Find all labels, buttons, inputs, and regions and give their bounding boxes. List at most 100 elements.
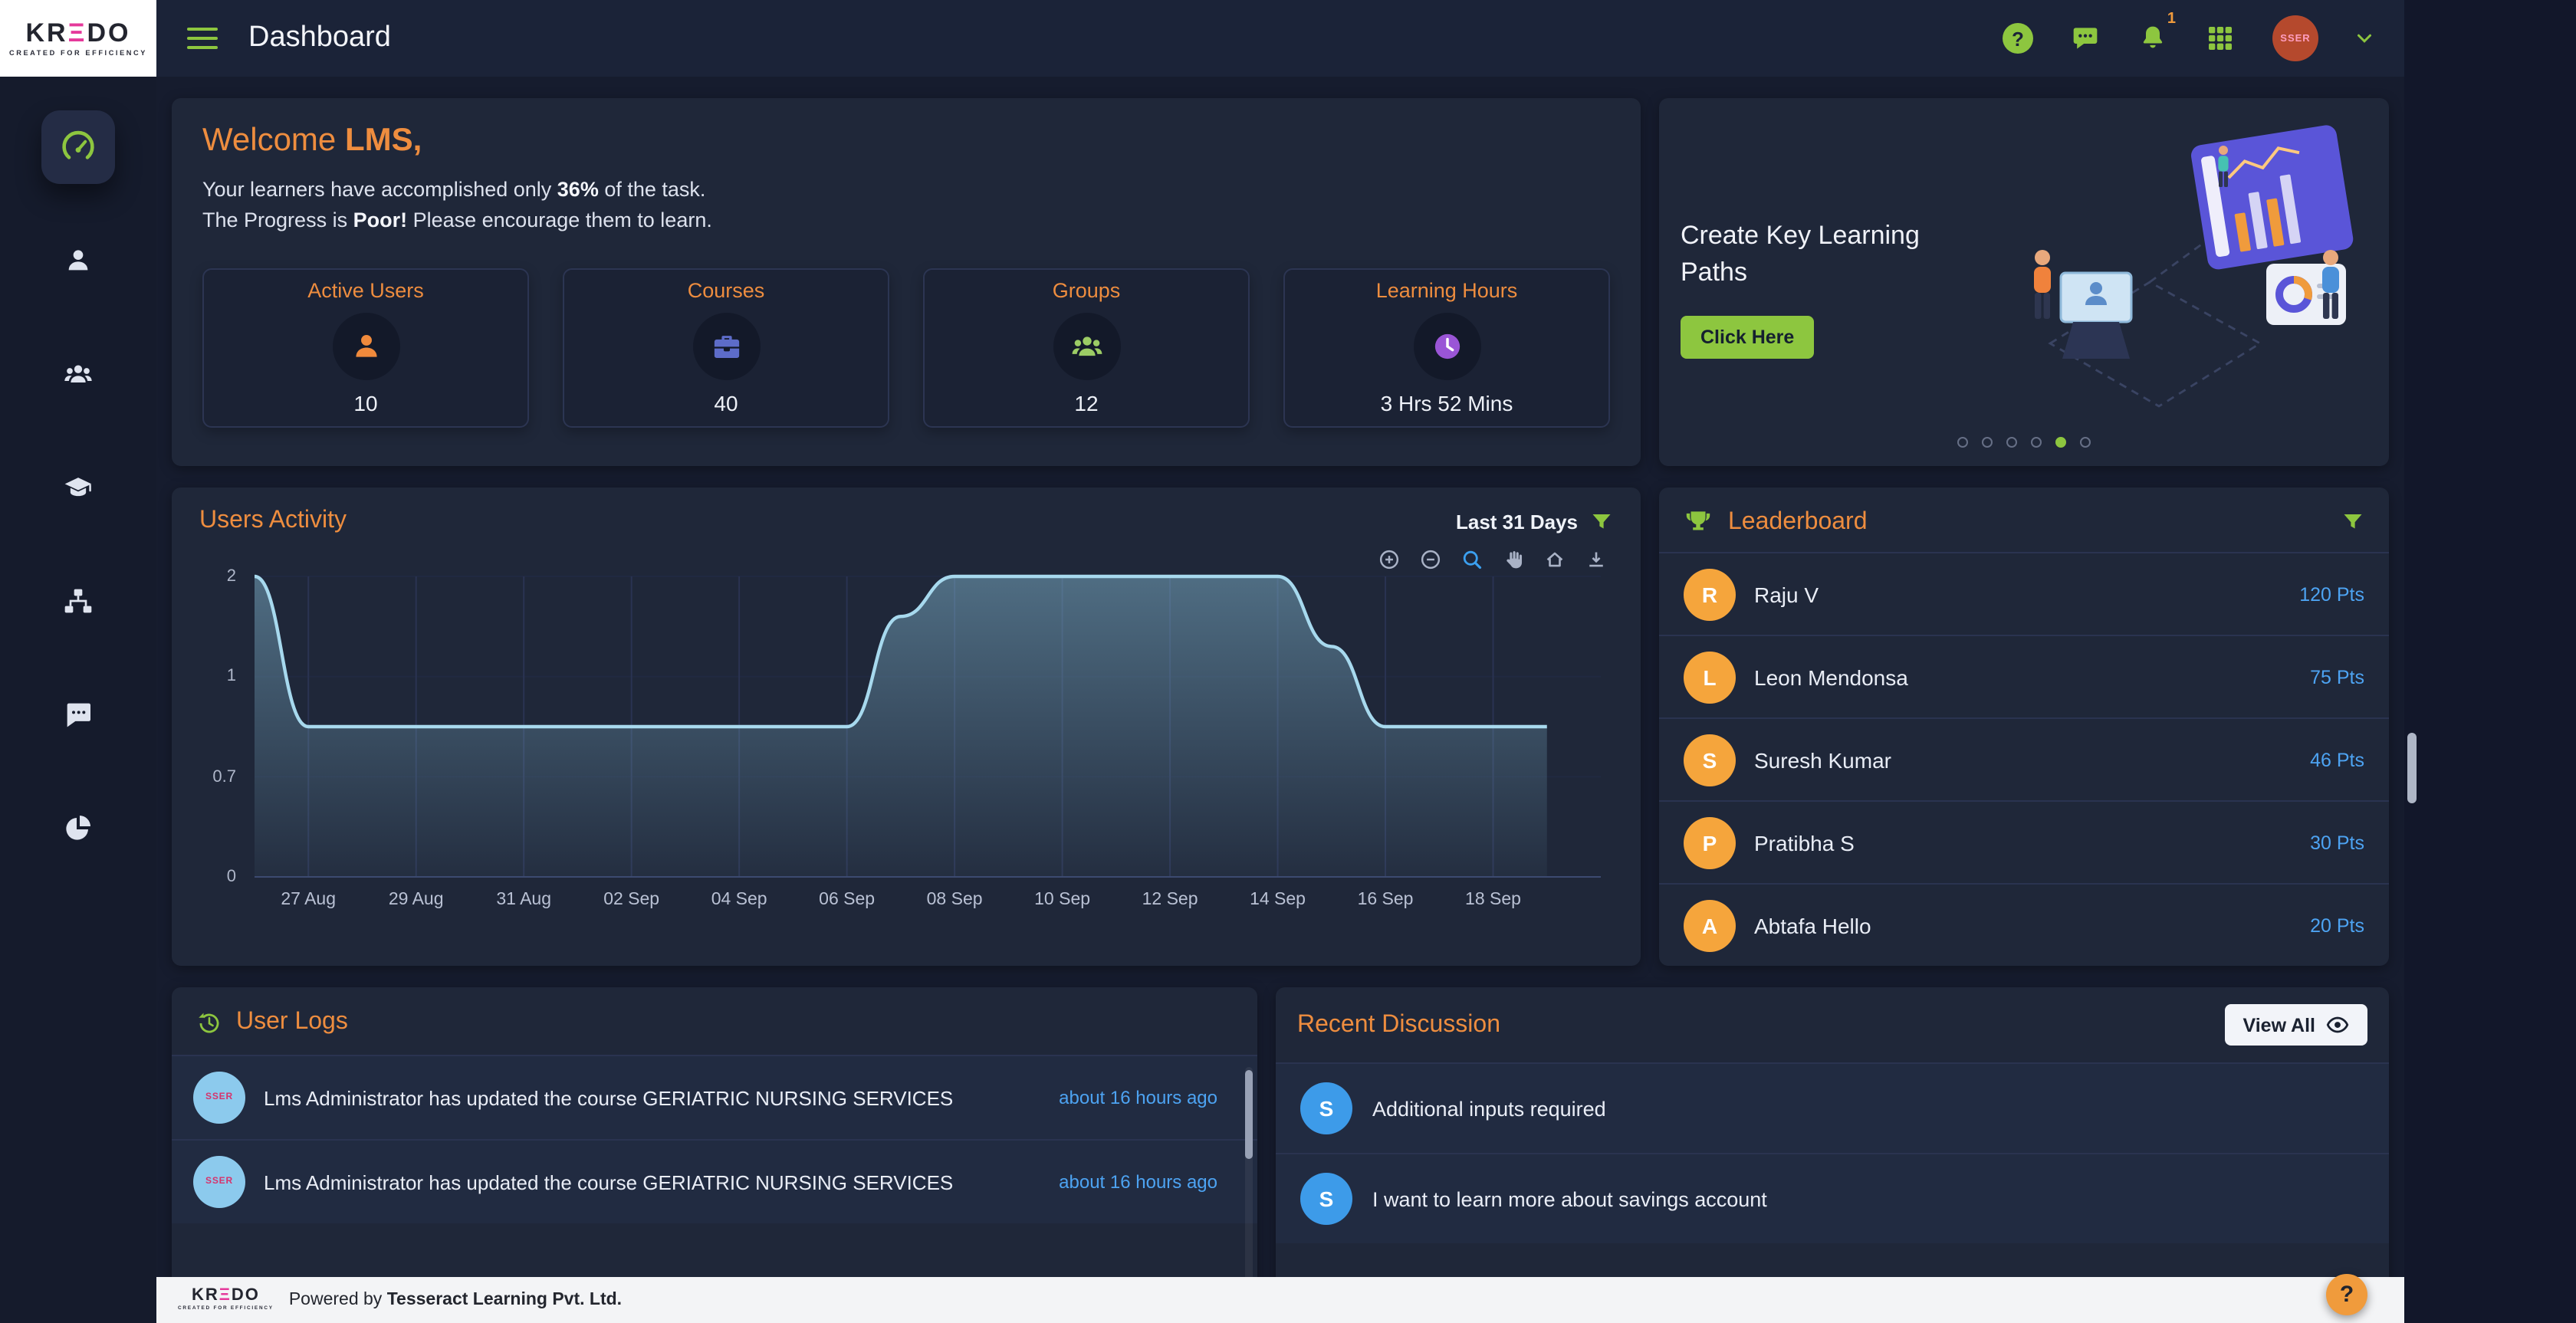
help-fab-button[interactable]: ? <box>2326 1274 2367 1315</box>
messages-icon[interactable] <box>2070 23 2101 54</box>
carousel-dot-1[interactable] <box>1982 437 1993 448</box>
sidebar-item-dashboard[interactable] <box>41 110 115 184</box>
stat-label: Learning Hours <box>1375 279 1518 302</box>
welcome-line2-pre: The Progress is <box>202 208 353 232</box>
carousel-dots <box>1957 437 2091 448</box>
log-text: Lms Administrator has updated the course… <box>264 1170 954 1193</box>
notifications-bell-icon[interactable]: 1 <box>2137 11 2176 54</box>
sidebar-item-discussions[interactable] <box>0 658 156 771</box>
leaderboard-row[interactable]: P Pratibha S 30 Pts <box>1659 800 2389 883</box>
zoom-out-icon[interactable] <box>1420 549 1441 570</box>
sidebar-item-hierarchy[interactable] <box>0 544 156 658</box>
user-avatar[interactable]: SSER <box>2272 15 2318 61</box>
leaderboard-row[interactable]: R Raju V 120 Pts <box>1659 552 2389 635</box>
selection-zoom-icon[interactable] <box>1461 549 1483 570</box>
welcome-title-name: LMS, <box>344 123 422 158</box>
footer: KRΞDO CREATED FOR EFFICIENCY Powered by … <box>156 1277 2404 1323</box>
stat-card-learning-hours[interactable]: Learning Hours 3 Hrs 52 Mins <box>1283 268 1610 427</box>
carousel-dot-3[interactable] <box>2031 437 2042 448</box>
logo-do: DO <box>87 18 131 48</box>
home-icon[interactable] <box>1544 549 1566 570</box>
sidebar-item-courses[interactable] <box>0 431 156 544</box>
stat-value: 40 <box>714 391 738 415</box>
click-here-button[interactable]: Click Here <box>1681 315 1815 359</box>
pan-hand-icon[interactable] <box>1503 549 1524 570</box>
apps-grid-icon[interactable] <box>2205 23 2236 54</box>
user-logs-card: User Logs SSER Lms Administrator has upd… <box>172 987 1257 1323</box>
leaderboard-row[interactable]: S Suresh Kumar 46 Pts <box>1659 717 2389 800</box>
help-icon[interactable]: ? <box>2003 23 2033 54</box>
x-axis-labels: 27 Aug 29 Aug 31 Aug 02 Sep 04 Sep 06 Sep 08 S… <box>255 877 1601 920</box>
discussion-row[interactable]: S I want to learn more about savings acc… <box>1276 1153 2389 1243</box>
stat-card-groups[interactable]: Groups 12 <box>923 268 1250 427</box>
avatar-text: SSER <box>205 1093 233 1102</box>
avatar: L <box>1684 651 1736 703</box>
leaderboard-name: Suresh Kumar <box>1754 747 1891 772</box>
x-tick-label: 02 Sep <box>603 891 660 909</box>
log-timestamp: about 16 hours ago <box>1059 1087 1217 1108</box>
x-tick-label: 18 Sep <box>1465 891 1521 909</box>
x-tick-label: 04 Sep <box>711 891 767 909</box>
leaderboard-points: 120 Pts <box>2299 583 2364 605</box>
discussion-row[interactable]: S Additional inputs required <box>1276 1062 2389 1153</box>
leaderboard-name: Raju V <box>1754 582 1819 606</box>
person-icon <box>68 250 88 271</box>
powered-by-prefix: Powered by <box>288 1291 387 1309</box>
sidebar-item-groups[interactable] <box>0 317 156 431</box>
welcome-title: Welcome LMS, <box>202 123 1610 159</box>
users-activity-card: Users Activity Last 31 Days <box>172 488 1641 966</box>
view-all-button[interactable]: View All <box>2224 1004 2367 1046</box>
x-tick-label: 12 Sep <box>1142 891 1198 909</box>
topbar-actions: ? 1 SSER <box>2003 11 2374 61</box>
menu-toggle-icon[interactable] <box>187 27 218 50</box>
leaderboard-points: 30 Pts <box>2310 832 2364 853</box>
welcome-line2-post: Please encourage them to learn. <box>407 208 712 232</box>
carousel-dot-5[interactable] <box>2080 437 2091 448</box>
carousel-dot-2[interactable] <box>2006 437 2017 448</box>
avatar: SSER <box>193 1072 245 1124</box>
avatar: SSER <box>193 1156 245 1208</box>
leaderboard-name: Pratibha S <box>1754 830 1855 855</box>
stat-label: Active Users <box>307 279 424 302</box>
gauge-icon <box>62 130 94 159</box>
profile-chevron-down-icon[interactable] <box>2355 29 2374 48</box>
leaderboard-card: Leaderboard R Raju V 120 Pts L <box>1659 488 2389 966</box>
leaderboard-filter-icon[interactable] <box>2341 510 2364 533</box>
date-range-label: Last 31 Days <box>1456 510 1578 533</box>
x-tick-label: 06 Sep <box>819 891 876 909</box>
leaderboard-points: 75 Pts <box>2310 666 2364 688</box>
avatar: A <box>1684 899 1736 951</box>
page-scrollbar-thumb[interactable] <box>2407 733 2417 803</box>
leaderboard-row[interactable]: L Leon Mendonsa 75 Pts <box>1659 635 2389 717</box>
chat-square-icon <box>67 703 90 727</box>
app-window: Dashboard ? 1 SSER <box>156 0 2404 1323</box>
stat-card-courses[interactable]: Courses 40 <box>563 268 889 427</box>
sidebar-item-profile[interactable] <box>0 204 156 317</box>
logs-scrollbar-thumb[interactable] <box>1245 1070 1253 1159</box>
log-row: SSER Lms Administrator has updated the c… <box>172 1055 1257 1139</box>
recent-discussion-card: Recent Discussion View All S Additional … <box>1276 987 2389 1323</box>
logo-e: Ξ <box>67 18 87 48</box>
history-icon <box>196 1009 222 1036</box>
stat-card-active-users[interactable]: Active Users 10 <box>202 268 529 427</box>
sidebar-item-reports[interactable] <box>0 771 156 885</box>
logo-e: Ξ <box>219 1286 232 1305</box>
brand-logo[interactable]: KRΞDO CREATED FOR EFFICIENCY <box>0 0 156 77</box>
promo-copy: Create Key Learning Paths Click Here <box>1681 218 1944 359</box>
welcome-line1-pre: Your learners have accomplished only <box>202 178 557 201</box>
notification-badge: 1 <box>2167 11 2176 28</box>
sitemap-icon <box>64 589 92 613</box>
trophy-icon <box>1684 507 1713 537</box>
users-activity-plot[interactable] <box>254 574 1601 878</box>
download-icon[interactable] <box>1585 549 1607 570</box>
zoom-in-icon[interactable] <box>1378 549 1400 570</box>
logo-kr: KR <box>25 18 68 48</box>
leaderboard-list: R Raju V 120 Pts L Leon Mendonsa 75 Pts … <box>1659 552 2389 966</box>
carousel-dot-0[interactable] <box>1957 437 1968 448</box>
filter-icon[interactable] <box>1590 510 1613 533</box>
avatar: S <box>1300 1173 1352 1225</box>
footer-brand-logo: KRΞDO CREATED FOR EFFICIENCY <box>178 1286 274 1312</box>
recent-discussion-title: Recent Discussion <box>1297 1011 1500 1037</box>
leaderboard-row[interactable]: A Abtafa Hello 20 Pts <box>1659 883 2389 966</box>
carousel-dot-4[interactable] <box>2055 437 2066 448</box>
